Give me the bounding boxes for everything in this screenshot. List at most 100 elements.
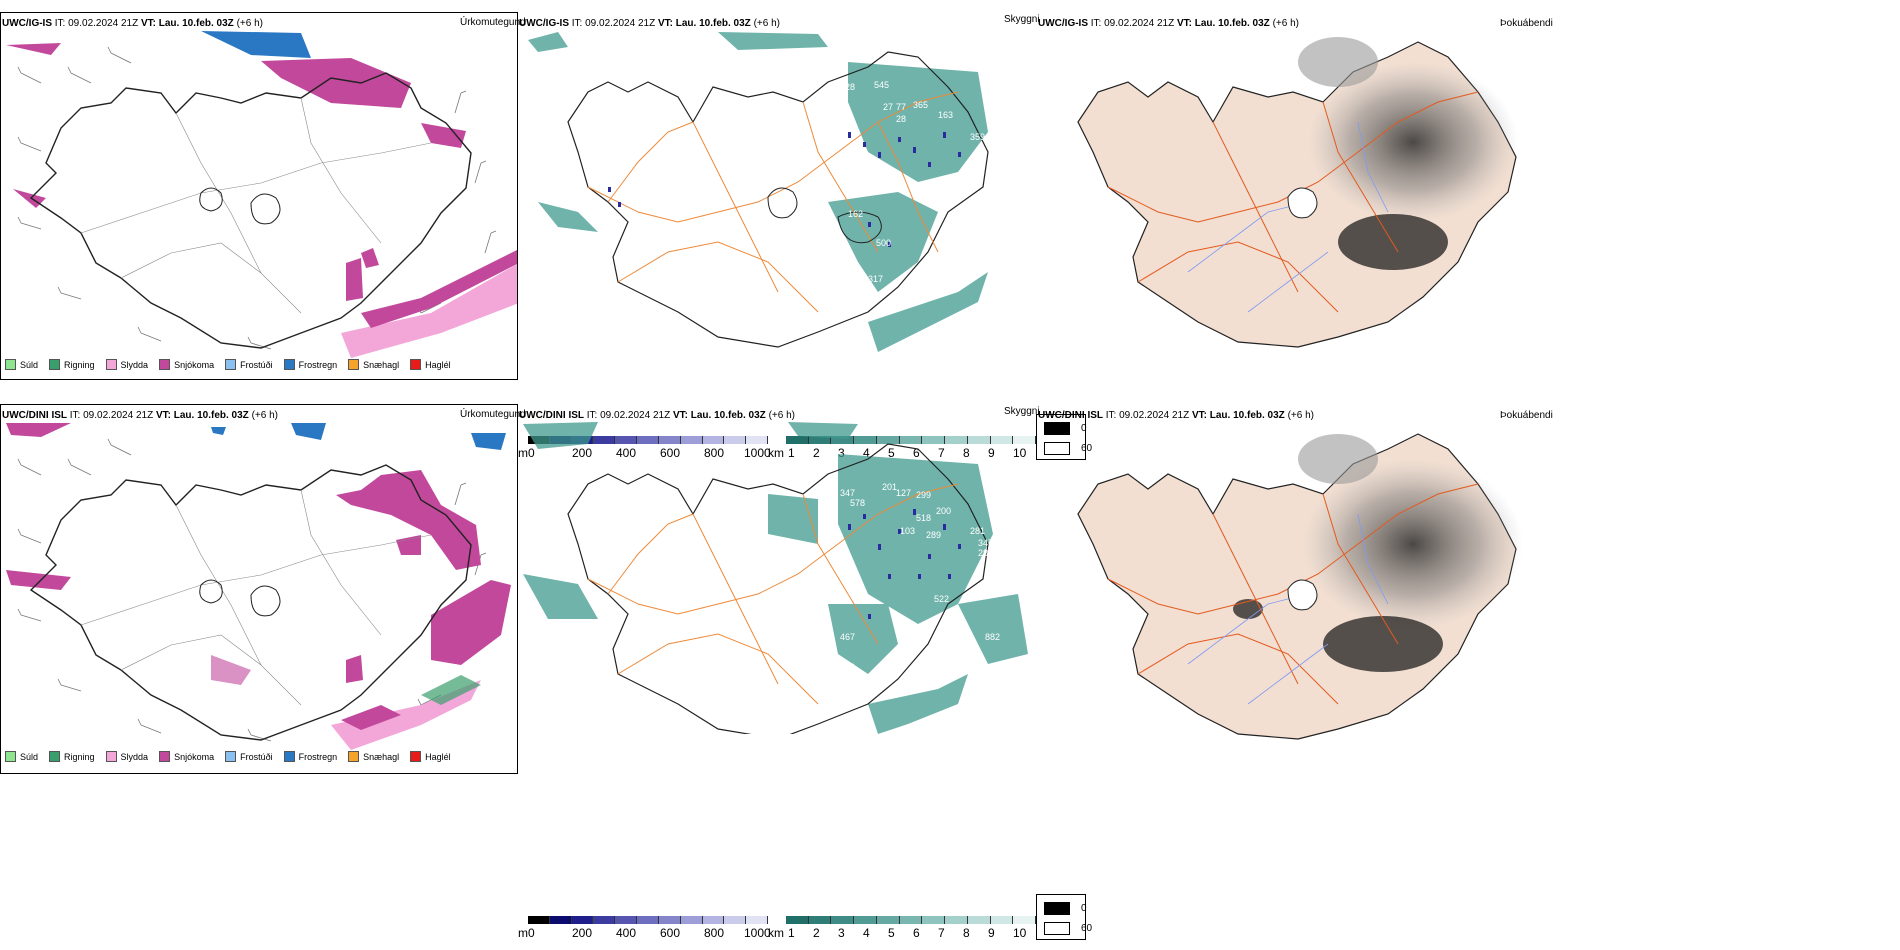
roads: [587, 91, 959, 313]
glaciers: [199, 579, 281, 617]
legend-item: Snjókoma: [159, 359, 214, 370]
vt-label: VT:: [672, 410, 688, 421]
scale-swatch: [922, 916, 946, 924]
scale-swatch: [637, 916, 659, 924]
scale-swatch: [808, 916, 832, 924]
legend-item: Snæhagl: [348, 751, 399, 762]
legend-label: Haglél: [425, 751, 451, 762]
legend-label: Snjókoma: [174, 359, 215, 370]
scale-tick: 800: [704, 926, 725, 940]
precip-legend-row1: Súld Rigning Slydda Snjókoma Frostúði Fr…: [5, 359, 451, 370]
scale-swatch: [658, 436, 681, 444]
scale-unit: km: [768, 926, 784, 940]
lead-time: (+6 h): [753, 18, 780, 29]
scale-swatch: [571, 916, 594, 924]
iceland-coastline: [567, 443, 989, 734]
scale-swatch: [899, 916, 923, 924]
fog-key-row1: 0 60: [1036, 414, 1092, 460]
scale-tick: 0: [528, 926, 535, 940]
roads: [80, 489, 432, 706]
vis-number: 228: [840, 82, 855, 92]
legend-item: Frostregn: [283, 359, 337, 370]
scale-swatch: [724, 916, 747, 924]
vis-number: 281: [970, 526, 985, 536]
vis-number: 201: [882, 482, 897, 492]
valid-time: Lau. 10.feb. 03Z: [1209, 410, 1285, 421]
scale-tick: 600: [660, 926, 681, 940]
legend-label: Súld: [20, 359, 39, 370]
scale-tick: 3: [838, 446, 845, 460]
fog-key-black-label: 0: [1081, 903, 1087, 914]
scale-tick: 4: [863, 926, 870, 940]
legend-label: Snjókoma: [174, 751, 215, 762]
legend-item: Súld: [5, 751, 38, 762]
scale-tick: 2: [813, 446, 820, 460]
frostregn-area: [201, 31, 311, 58]
vis-number: 77: [896, 102, 906, 112]
lead-time: (+6 h): [1272, 18, 1299, 29]
glaciers: [1287, 579, 1318, 611]
fog-key-white: [1044, 922, 1070, 935]
scale-tick: 9: [988, 926, 995, 940]
legend-label: Frostúði: [240, 751, 273, 762]
scale-swatch: [702, 916, 725, 924]
scale-tick: 7: [938, 446, 945, 460]
scale-swatch: [615, 436, 638, 444]
scale-tick: 400: [616, 926, 637, 940]
vis-number: 347: [840, 488, 855, 498]
scale-tick: 6: [913, 926, 920, 940]
vis-number: 347: [978, 538, 993, 548]
teal-visibility-areas: [523, 422, 1028, 734]
scale-swatch: [528, 916, 550, 924]
fog-title-row1: Þokuábendi: [1500, 18, 1553, 29]
lead-time: (+6 h): [251, 410, 278, 421]
map-header-row1-fog: UWC/IG-IS IT: 09.02.2024 21Z VT: Lau. 10…: [1038, 18, 1299, 30]
precip-title-row2: Úrkomutegund: [460, 409, 526, 420]
legend-item: Rigning: [49, 751, 95, 762]
valid-time: Lau. 10.feb. 03Z: [1194, 18, 1270, 29]
scale-tick: 1: [788, 926, 795, 940]
scale-swatch: [967, 916, 991, 924]
vis-number: 545: [874, 80, 889, 90]
legend-label: Frostúði: [240, 359, 273, 370]
swatch: [410, 751, 422, 762]
fog-key-row2: 0 60: [1036, 894, 1092, 940]
fog-key-white-label: 60: [1081, 443, 1093, 454]
model-name: UWC/IG-IS: [519, 18, 569, 29]
teal-visibility-areas: [528, 32, 988, 352]
legend-label: Rigning: [64, 359, 95, 370]
legend-item: Snæhagl: [348, 359, 399, 370]
visibility-scale-km-row2: [786, 916, 1037, 924]
low-visibility-dots: [848, 509, 961, 619]
scale-swatch: [680, 916, 703, 924]
visibility-ticks-km-row1: km 1 2 3 4 5 6 7 8 9 10: [768, 446, 1048, 460]
swatch: [159, 359, 171, 370]
fog-panel-row1: [1038, 12, 1558, 442]
lead-time: (+6 h): [768, 410, 795, 421]
map-header-row2-fog: UWC/DINI ISL IT: 09.02.2024 21Z VT: Lau.…: [1038, 410, 1314, 422]
scale-tick: 10: [1013, 446, 1027, 460]
visibility-ticks-m-row1: m 0 200 400 600 800 1000: [518, 446, 778, 460]
scale-tick: 400: [616, 446, 637, 460]
scale-tick: 5: [888, 446, 895, 460]
swatch: [49, 359, 61, 370]
scale-swatch: [899, 436, 923, 444]
vis-number: 299: [916, 490, 931, 500]
snjokoma-area: [6, 423, 71, 437]
glaciers: [199, 187, 281, 225]
legend-label: Rigning: [64, 751, 95, 762]
swatch: [410, 359, 422, 370]
scale-swatch: [593, 916, 616, 924]
fog-panel-row2: [1038, 404, 1558, 884]
legend-item: Súld: [5, 359, 38, 370]
glaciers: [1287, 187, 1318, 219]
vis-number: 317: [868, 274, 883, 284]
visibility-panel-row2: 347 201 127 299 578 200 518 103 289 281 …: [518, 404, 1038, 734]
scale-swatch: [854, 436, 877, 444]
legend-label: Slydda: [120, 359, 149, 370]
scale-swatch: [967, 436, 991, 444]
iceland-coastline: [29, 464, 472, 741]
scale-tick: 3: [838, 926, 845, 940]
model-name: UWC/DINI ISL: [1038, 410, 1103, 421]
swatch: [283, 359, 295, 370]
